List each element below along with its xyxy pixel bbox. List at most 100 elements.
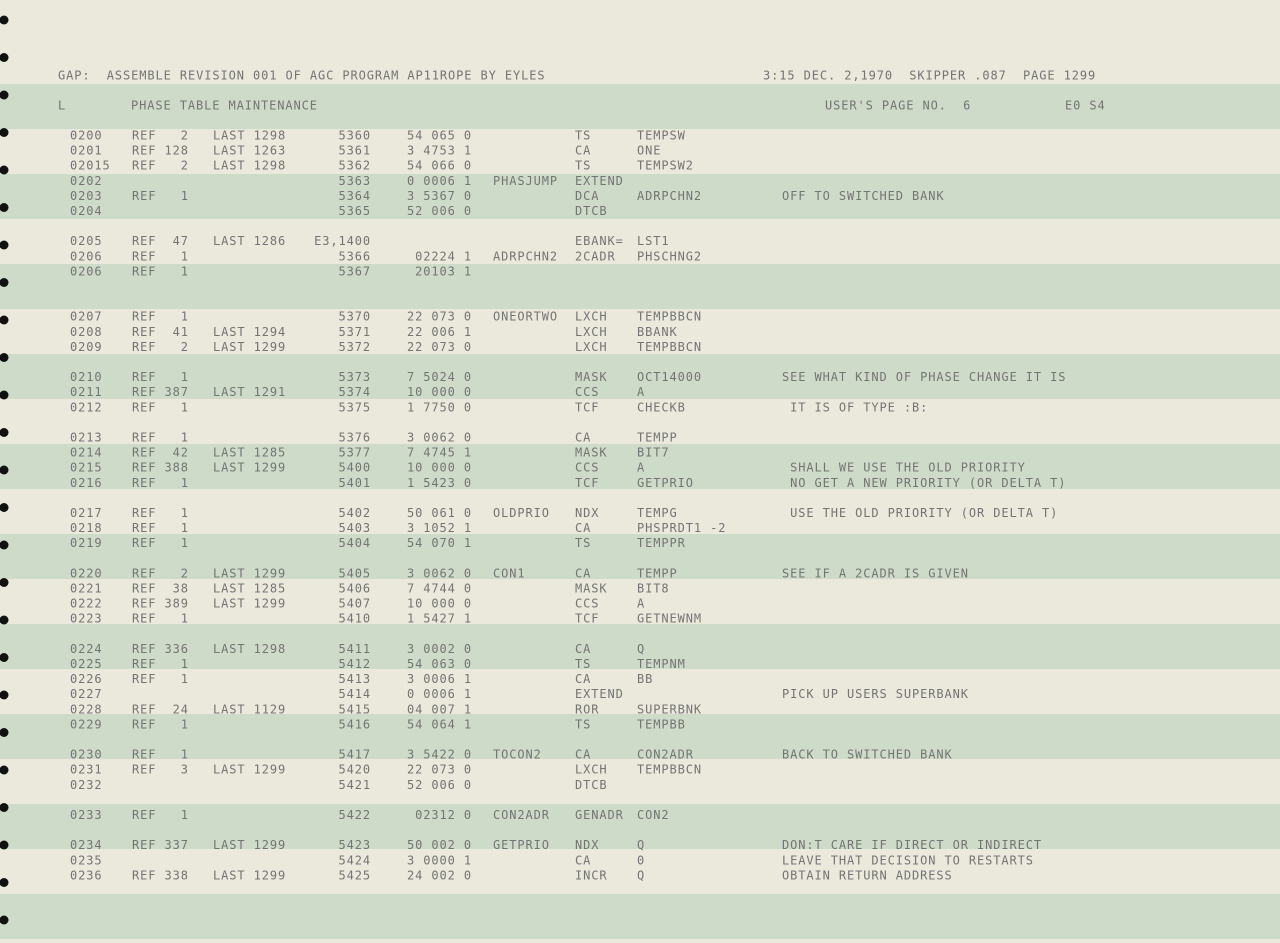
cell-word: 3 0062 0 bbox=[407, 431, 472, 445]
cell-op: TS bbox=[575, 717, 591, 731]
cell-comment: PICK UP USERS SUPERBANK bbox=[782, 687, 969, 701]
hole bbox=[0, 728, 9, 737]
cell-last: LAST 1299 bbox=[213, 340, 286, 354]
cell-addr: 5410 bbox=[339, 612, 372, 626]
cell-word: 20103 1 bbox=[415, 264, 472, 278]
cell-ref: REF 1 bbox=[132, 310, 189, 324]
cell-op: CCS bbox=[575, 597, 599, 611]
cell-operand: Q bbox=[637, 642, 645, 656]
cell-addr: 5417 bbox=[339, 748, 372, 762]
cell-line: 0214 bbox=[70, 446, 103, 460]
cell-word: 3 5367 0 bbox=[407, 189, 472, 203]
cell-addr: 5401 bbox=[339, 476, 372, 490]
cell-operand: TEMPP bbox=[637, 566, 678, 580]
cell-ref: REF 1 bbox=[132, 476, 189, 490]
cell-line: 0217 bbox=[70, 506, 103, 520]
cell-op: 2CADR bbox=[575, 249, 616, 263]
cell-last: LAST 1299 bbox=[213, 597, 286, 611]
cell-line: 0231 bbox=[70, 763, 103, 777]
cell-line: 0203 bbox=[70, 189, 103, 203]
cell-line: 0213 bbox=[70, 431, 103, 445]
cell-op: CA bbox=[575, 566, 591, 580]
green-stripe bbox=[0, 804, 1280, 849]
cell-line: 02015 bbox=[70, 159, 111, 173]
cell-ref: REF 336 bbox=[132, 642, 189, 656]
cell-operand: TEMPG bbox=[637, 506, 678, 520]
hole bbox=[0, 53, 9, 62]
cell-ref: REF 3 bbox=[132, 763, 189, 777]
cell-op: LXCH bbox=[575, 340, 608, 354]
cell-operand: TEMPP bbox=[637, 431, 678, 445]
cell-word: 54 063 0 bbox=[407, 657, 472, 671]
hole bbox=[0, 540, 9, 550]
cell-line: 0232 bbox=[70, 778, 103, 792]
cell-operand: CHECKB bbox=[637, 400, 686, 414]
hole bbox=[0, 15, 9, 25]
cell-op: TCF bbox=[575, 476, 599, 490]
cell-operand: A bbox=[637, 461, 645, 475]
cell-operand: PHSCHNG2 bbox=[637, 249, 702, 263]
cell-addr: 5371 bbox=[339, 325, 372, 339]
cell-ref: REF 1 bbox=[132, 657, 189, 671]
cell-op: TS bbox=[575, 536, 591, 550]
cell-line: 0224 bbox=[70, 642, 103, 656]
cell-word: 3 5422 0 bbox=[407, 748, 472, 762]
cell-line: 0236 bbox=[70, 868, 103, 882]
cell-addr: 5377 bbox=[339, 446, 372, 460]
hole bbox=[0, 690, 9, 700]
cell-word: 54 066 0 bbox=[407, 159, 472, 173]
cell-op: CA bbox=[575, 642, 591, 656]
cell-operand: TEMPBBCN bbox=[637, 763, 702, 777]
cell-op: LXCH bbox=[575, 763, 608, 777]
cell-addr: 5373 bbox=[339, 370, 372, 384]
cell-operand: TEMPSW2 bbox=[637, 159, 694, 173]
cell-word: 52 006 0 bbox=[407, 778, 472, 792]
cell-comment: OFF TO SWITCHED BANK bbox=[782, 189, 945, 203]
cell-ref: REF 128 bbox=[132, 144, 189, 158]
cell-line: 0221 bbox=[70, 582, 103, 596]
hole bbox=[0, 315, 9, 325]
cell-last: LAST 1286 bbox=[213, 234, 286, 248]
cell-word: 3 1052 1 bbox=[407, 521, 472, 535]
sub-page: USER'S PAGE NO. 6 bbox=[825, 99, 971, 113]
cell-line: 0206 bbox=[70, 249, 103, 263]
cell-op: TS bbox=[575, 159, 591, 173]
cell-comment: USE THE OLD PRIORITY (OR DELTA T) bbox=[782, 506, 1058, 520]
cell-word: 7 4745 1 bbox=[407, 446, 472, 460]
cell-operand: A bbox=[637, 385, 645, 399]
cell-op: MASK bbox=[575, 582, 608, 596]
cell-line: 0227 bbox=[70, 687, 103, 701]
cell-line: 0202 bbox=[70, 174, 103, 188]
cell-op: TCF bbox=[575, 400, 599, 414]
hole bbox=[0, 840, 9, 850]
cell-word: 22 073 0 bbox=[407, 340, 472, 354]
sub-title: PHASE TABLE MAINTENANCE bbox=[131, 99, 318, 113]
cell-line: 0215 bbox=[70, 461, 103, 475]
cell-addr: 5412 bbox=[339, 657, 372, 671]
cell-comment: DON:T CARE IF DIRECT OR INDIRECT bbox=[782, 838, 1042, 852]
cell-line: 0211 bbox=[70, 385, 103, 399]
cell-word: 02224 1 bbox=[415, 249, 472, 263]
cell-line: 0208 bbox=[70, 325, 103, 339]
cell-addr: 5406 bbox=[339, 582, 372, 596]
cell-ref: REF 387 bbox=[132, 385, 189, 399]
cell-operand: TEMPBBCN bbox=[637, 310, 702, 324]
cell-ref: REF 1 bbox=[132, 612, 189, 626]
cell-word: 3 0062 0 bbox=[407, 566, 472, 580]
cell-operand: OCT14000 bbox=[637, 370, 702, 384]
cell-op: CA bbox=[575, 672, 591, 686]
cell-ref: REF 1 bbox=[132, 189, 189, 203]
cell-addr: 5416 bbox=[339, 717, 372, 731]
cell-op: DTCB bbox=[575, 778, 608, 792]
hole bbox=[0, 90, 9, 100]
cell-op: LXCH bbox=[575, 310, 608, 324]
cell-op: CA bbox=[575, 144, 591, 158]
cell-line: 0209 bbox=[70, 340, 103, 354]
hole bbox=[0, 353, 9, 362]
cell-ref: REF 1 bbox=[132, 521, 189, 535]
cell-addr: 5363 bbox=[339, 174, 372, 188]
cell-word: 54 070 1 bbox=[407, 536, 472, 550]
green-stripe bbox=[0, 444, 1280, 489]
cell-line: 0207 bbox=[70, 310, 103, 324]
